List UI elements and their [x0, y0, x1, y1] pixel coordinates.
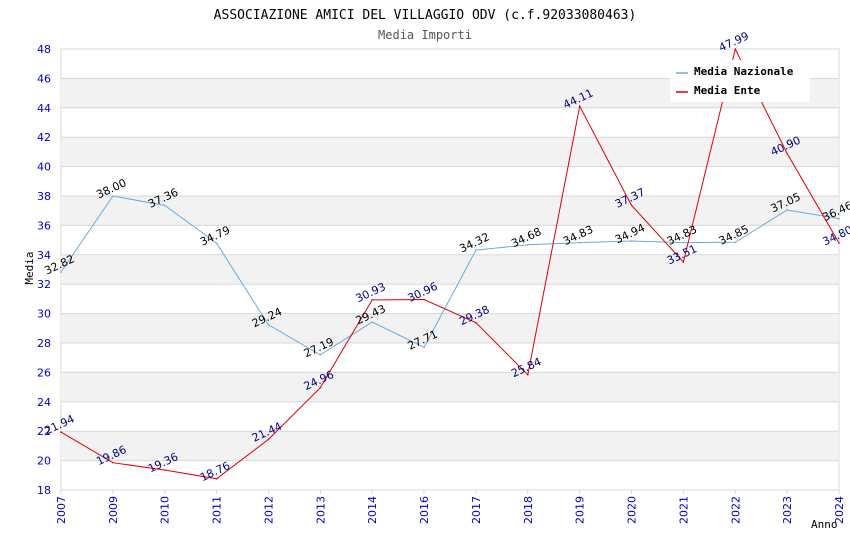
- data-point-ente: [423, 298, 425, 301]
- y-tick-label: 18: [37, 484, 51, 497]
- data-point-nazionale: [630, 240, 633, 242]
- x-tick-label: 2009: [107, 496, 120, 524]
- y-tick-label: 22: [37, 425, 51, 438]
- series-line-ente: [60, 47, 840, 480]
- y-tick-label: 38: [37, 190, 51, 203]
- y-tick-label: 30: [37, 308, 51, 321]
- data-point-ente: [630, 204, 633, 207]
- y-tick-label: 46: [37, 72, 51, 85]
- x-tick-label: 2013: [314, 496, 327, 524]
- grid-band: [61, 196, 839, 226]
- x-tick-label: 2016: [418, 496, 431, 524]
- x-tick-label: 2020: [626, 496, 639, 524]
- data-point-nazionale: [267, 323, 270, 326]
- data-point-ente: [682, 261, 685, 263]
- x-tick-label: 2011: [211, 496, 224, 524]
- y-tick-label: 40: [37, 161, 51, 174]
- x-axis-ticks: 2007 2009 2010 2011 2012 2013 2014 2016 2017 2018…: [55, 496, 846, 524]
- y-tick-label: 44: [37, 102, 51, 115]
- x-tick-label: 2023: [781, 496, 794, 524]
- data-point-ente: [60, 431, 62, 433]
- data-point-ente: [267, 438, 270, 441]
- x-tick-label: 2017: [470, 496, 483, 524]
- data-point-nazionale: [475, 249, 477, 251]
- y-tick-label: 28: [37, 337, 51, 350]
- y-tick-label: 32: [37, 278, 51, 291]
- data-point-nazionale: [163, 204, 166, 207]
- x-tick-label: 2010: [159, 496, 172, 524]
- y-tick-label: 36: [37, 219, 51, 232]
- data-point-nazionale: [527, 244, 529, 246]
- data-point-nazionale: [319, 354, 322, 356]
- chart-subtitle: Media Importi: [378, 28, 472, 42]
- y-axis-ticks: 18 20 22 24 26 28 30 32 34 36 38 40 42 44 46 48: [37, 43, 51, 497]
- y-tick-label: 48: [37, 43, 51, 56]
- data-point-nazionale: [786, 209, 788, 211]
- x-tick-label: 2021: [677, 496, 690, 524]
- grid-band: [61, 313, 839, 343]
- x-tick-label: 2007: [55, 496, 68, 524]
- grid-band: [61, 372, 839, 402]
- data-point-ente: [475, 321, 477, 324]
- y-tick-label: 42: [37, 131, 51, 144]
- data-point-nazionale: [60, 271, 62, 273]
- data-point-ente: [527, 373, 529, 376]
- data-point-ente: [371, 299, 374, 301]
- chart-title: ASSOCIAZIONE AMICI DEL VILLAGGIO ODV (c.…: [214, 8, 637, 23]
- data-point-ente: [838, 242, 840, 244]
- data-point-nazionale: [734, 241, 737, 244]
- data-point-nazionale: [371, 321, 374, 323]
- data-point-nazionale: [423, 346, 425, 349]
- x-tick-label: 2024: [833, 496, 846, 524]
- data-point-nazionale: [682, 241, 685, 244]
- y-tick-label: 26: [37, 366, 51, 379]
- legend-box: [670, 60, 810, 102]
- grid-band: [61, 254, 839, 285]
- data-point-ente: [786, 152, 788, 155]
- plot-background-bands: [60, 48, 840, 491]
- x-tick-label: 2012: [262, 496, 275, 524]
- data-point-ente: [163, 469, 166, 471]
- x-tick-label: 2014: [366, 496, 379, 524]
- data-point-nazionale: [838, 217, 840, 220]
- y-tick-label: 34: [37, 249, 51, 262]
- data-point-ente: [578, 105, 581, 107]
- series-line-nazionale: [60, 195, 840, 356]
- x-tick-label: 2018: [522, 496, 535, 524]
- data-point-nazionale: [578, 241, 581, 244]
- y-tick-label: 24: [37, 396, 51, 409]
- grid-band: [61, 431, 839, 461]
- data-point-ente: [734, 48, 737, 50]
- x-tick-label: 2022: [729, 496, 742, 524]
- data-point-nazionale: [112, 195, 114, 197]
- data-point-ente: [319, 386, 322, 389]
- legend-label-ente: Media Ente: [694, 84, 761, 97]
- grid-band: [61, 137, 839, 167]
- series-lines: [60, 47, 840, 480]
- data-point-nazionale: [215, 242, 218, 244]
- legend-label-nazionale: Media Nazionale: [694, 65, 794, 78]
- y-tick-label: 20: [37, 455, 51, 468]
- legend: Media Nazionale Media Ente: [670, 60, 810, 102]
- x-tick-label: 2019: [574, 496, 587, 524]
- data-point-ente: [215, 478, 218, 480]
- data-point-ente: [112, 461, 114, 464]
- y-axis-label: Media: [23, 251, 36, 284]
- x-axis-label: Anno: [811, 518, 838, 531]
- gridlines: [60, 48, 840, 494]
